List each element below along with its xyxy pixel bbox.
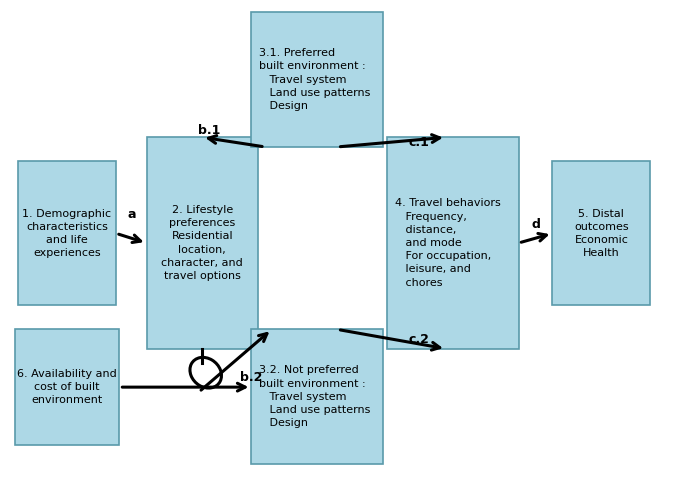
FancyBboxPatch shape: [252, 12, 383, 147]
FancyBboxPatch shape: [14, 330, 119, 445]
FancyBboxPatch shape: [252, 330, 383, 464]
FancyBboxPatch shape: [387, 138, 518, 348]
Text: 5. Distal
outcomes
Economic
Health: 5. Distal outcomes Economic Health: [574, 208, 629, 258]
Text: c.2: c.2: [409, 332, 430, 346]
Text: 3.1. Preferred
built environment :
   Travel system
   Land use patterns
   Desi: 3.1. Preferred built environment : Trave…: [259, 48, 371, 111]
Text: 4. Travel behaviors
   Frequency,
   distance,
   and mode
   For occupation,
  : 4. Travel behaviors Frequency, distance,…: [395, 198, 501, 288]
Text: 1. Demographic
characteristics
and life
experiences: 1. Demographic characteristics and life …: [23, 208, 112, 258]
Text: 3.2. Not preferred
built environment :
   Travel system
   Land use patterns
   : 3.2. Not preferred built environment : T…: [259, 365, 371, 428]
Text: d: d: [531, 218, 540, 231]
FancyBboxPatch shape: [18, 161, 116, 306]
Text: 2. Lifestyle
preferences
Residential
location,
character, and
travel options: 2. Lifestyle preferences Residential loc…: [162, 205, 243, 281]
FancyBboxPatch shape: [147, 138, 258, 348]
Text: b.2: b.2: [239, 371, 262, 384]
Text: 6. Availability and
cost of built
environment: 6. Availability and cost of built enviro…: [17, 369, 117, 405]
Text: a: a: [127, 208, 136, 222]
Text: c.1: c.1: [409, 136, 430, 149]
Text: b.1: b.1: [198, 124, 220, 138]
FancyBboxPatch shape: [552, 161, 651, 306]
